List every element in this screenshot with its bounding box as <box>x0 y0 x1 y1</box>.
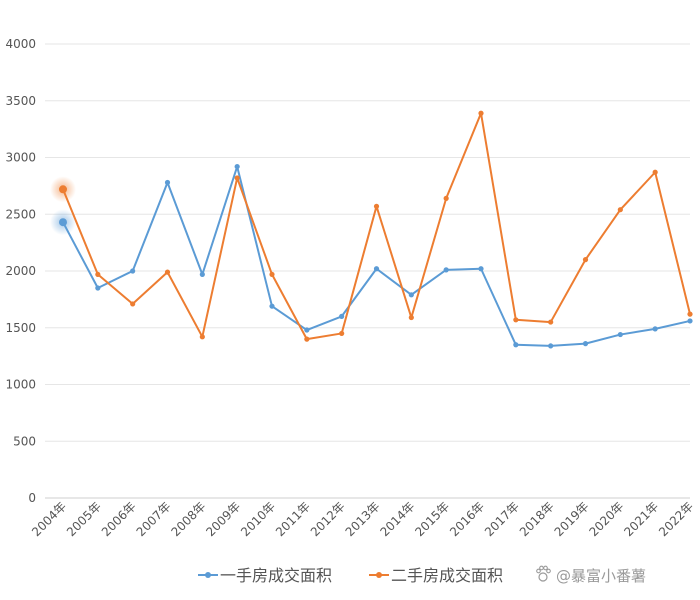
series-1-point <box>443 195 449 201</box>
y-axis: 0 500 1000 1500 2000 2500 3000 3500 4000 <box>5 37 36 505</box>
x-tick-label: 2006年 <box>99 499 139 539</box>
series-layer <box>50 110 693 349</box>
legend: 一手房成交面积 二手房成交面积 <box>198 566 503 585</box>
series-0-point <box>443 267 449 273</box>
series-0-point <box>339 313 345 319</box>
x-tick-label: 2004年 <box>29 499 69 539</box>
series-1-point <box>199 334 205 340</box>
series-0-point <box>373 266 380 272</box>
series-0-point <box>164 179 171 186</box>
series-1-point <box>339 330 345 337</box>
legend-swatch-marker <box>205 572 211 578</box>
series-0-point <box>548 343 554 349</box>
grid-lines <box>45 43 690 499</box>
legend-label: 二手房成交面积 <box>391 566 503 585</box>
series-1-point <box>687 311 693 317</box>
series-1-point <box>582 257 589 263</box>
series-1-point <box>130 301 136 307</box>
x-tick-label: 2007年 <box>134 499 174 539</box>
x-tick-label: 2013年 <box>343 499 383 539</box>
legend-label: 一手房成交面积 <box>220 566 332 585</box>
series-0-point <box>304 327 310 333</box>
series-0-point <box>582 341 589 347</box>
series-1-point <box>652 169 658 175</box>
series-1-point <box>59 185 67 194</box>
x-tick-label: 2017年 <box>482 499 522 539</box>
x-tick-label: 2022年 <box>656 499 696 539</box>
series-0-point <box>513 342 519 348</box>
y-tick-label: 2500 <box>5 207 36 221</box>
paw-icon <box>536 565 551 582</box>
x-tick-label: 2011年 <box>273 499 313 539</box>
legend-item-0: 一手房成交面积 <box>198 566 332 585</box>
watermark: @暴富小番薯 <box>536 565 646 585</box>
series-0-point <box>59 218 67 227</box>
series-1-point <box>617 207 623 213</box>
x-tick-label: 2005年 <box>64 499 104 539</box>
x-tick-label: 2021年 <box>621 499 661 539</box>
series-0-point <box>687 318 693 324</box>
y-tick-label: 0 <box>28 491 36 505</box>
x-tick-label: 2016年 <box>447 499 487 539</box>
legend-item-1: 二手房成交面积 <box>369 566 503 585</box>
series-1-point <box>548 319 554 325</box>
x-tick-label: 2008年 <box>168 499 208 539</box>
series-0-point <box>95 285 101 291</box>
series-1-point <box>164 269 171 275</box>
series-1-point <box>304 336 310 342</box>
x-tick-label: 2015年 <box>412 499 452 539</box>
series-1-point <box>478 110 484 116</box>
series-1-point <box>373 203 380 209</box>
x-tick-label: 2014年 <box>377 499 417 539</box>
x-tick-label: 2010年 <box>238 499 278 539</box>
series-0-point <box>269 303 275 309</box>
series-1-line <box>62 112 691 341</box>
y-tick-label: 3500 <box>5 94 36 108</box>
x-tick-label: 2018年 <box>517 499 557 539</box>
legend-swatch-marker <box>376 572 382 578</box>
y-tick-label: 1000 <box>5 378 36 392</box>
y-tick-label: 2000 <box>5 264 36 278</box>
series-1-point <box>95 271 101 278</box>
series-1-point <box>408 314 414 321</box>
series-1-point <box>234 175 240 181</box>
y-tick-label: 3000 <box>5 151 36 165</box>
x-tick-label: 2012年 <box>308 499 348 539</box>
series-0-point <box>408 292 414 298</box>
x-tick-label: 2020年 <box>586 499 626 539</box>
series-0-point <box>652 326 658 332</box>
x-axis: 2004年2005年2006年2007年2008年2009年2010年2011年… <box>29 499 696 539</box>
series-0-point <box>130 268 136 274</box>
series-1-point <box>269 271 275 278</box>
series-0-point <box>617 331 623 338</box>
series-0-point <box>199 271 205 278</box>
x-tick-label: 2019年 <box>552 499 592 539</box>
y-tick-label: 500 <box>13 434 36 448</box>
series-1-point <box>513 317 519 323</box>
y-tick-label: 1500 <box>5 321 36 335</box>
watermark-text: @暴富小番薯 <box>556 567 646 585</box>
series-0-line <box>62 165 691 347</box>
y-tick-label: 4000 <box>5 37 36 51</box>
series-0-point <box>478 266 484 272</box>
series-0-point <box>234 163 240 170</box>
x-tick-label: 2009年 <box>203 499 243 539</box>
